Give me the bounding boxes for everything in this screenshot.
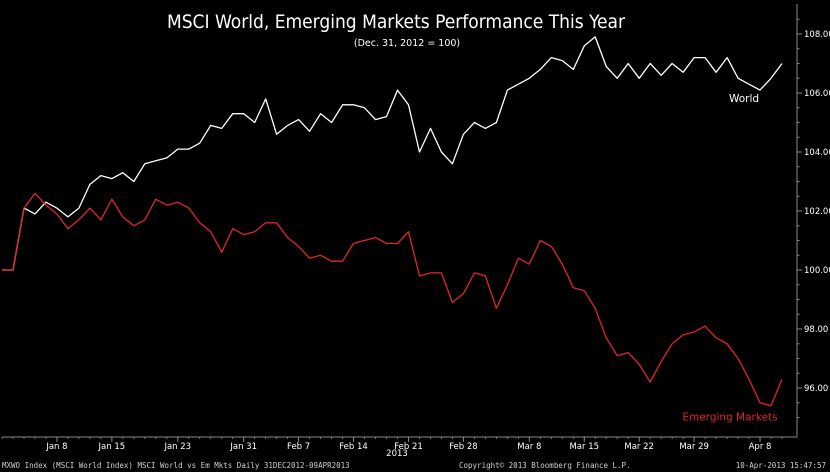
series-label-world: World bbox=[729, 93, 759, 105]
x-tick-label: Feb 7 bbox=[287, 442, 310, 452]
x-tick-label: Feb 21 bbox=[394, 442, 423, 452]
footer-copyright: Copyright© 2013 Bloomberg Finance L.P. bbox=[459, 461, 631, 470]
y-tick-label: 104.00 bbox=[804, 148, 830, 158]
y-tick-label: 108.00 bbox=[804, 30, 830, 40]
x-tick-label: Jan 15 bbox=[98, 442, 126, 452]
x-tick-label: Mar 22 bbox=[624, 442, 654, 452]
x-tick-label: Apr 8 bbox=[749, 442, 772, 452]
series-label-emerging-markets: Emerging Markets bbox=[682, 412, 777, 424]
x-tick-label: Mar 15 bbox=[569, 442, 599, 452]
x-tick-label: Mar 8 bbox=[517, 442, 541, 452]
series-labels: World Emerging Markets bbox=[682, 93, 777, 424]
x-tick-label: Feb 28 bbox=[449, 442, 478, 452]
y-tick-label: 98.00 bbox=[804, 325, 828, 335]
footer-left: MXWO Index (MSCI World Index) MSCI World… bbox=[2, 461, 350, 470]
x-tick-label: Jan 8 bbox=[45, 442, 67, 452]
x-axis: Jan 8 Jan 15 Jan 23 Jan 31 Feb 7 Feb 14 Feb 21… bbox=[1, 436, 797, 452]
y-tick-label: 96.00 bbox=[804, 384, 828, 394]
series-layer bbox=[2, 36, 783, 407]
x-tick-label: Jan 23 bbox=[163, 442, 191, 452]
series-line-world bbox=[2, 36, 783, 271]
chart-title: MSCI World, Emerging Markets Performance… bbox=[167, 11, 626, 33]
x-tick-label: Mar 29 bbox=[679, 442, 709, 452]
x-year-label: 2013 bbox=[386, 449, 408, 459]
y-tick-label: 106.00 bbox=[804, 89, 830, 99]
y-tick-label: 102.00 bbox=[804, 207, 830, 217]
y-tick-label: 100.00 bbox=[804, 266, 830, 276]
x-tick-label: Jan 31 bbox=[229, 442, 257, 452]
x-tick-label: Feb 14 bbox=[339, 442, 368, 452]
series-line-emerging-markets bbox=[2, 192, 783, 407]
footer-timestamp: 10-Apr-2013 15:47:57 bbox=[735, 461, 826, 470]
chart-subtitle: (Dec. 31, 2012 = 100) bbox=[354, 38, 460, 49]
y-axis: 96.00 98.00 100.00 102.00 104.00 106.00 108.00 bbox=[796, 4, 830, 437]
